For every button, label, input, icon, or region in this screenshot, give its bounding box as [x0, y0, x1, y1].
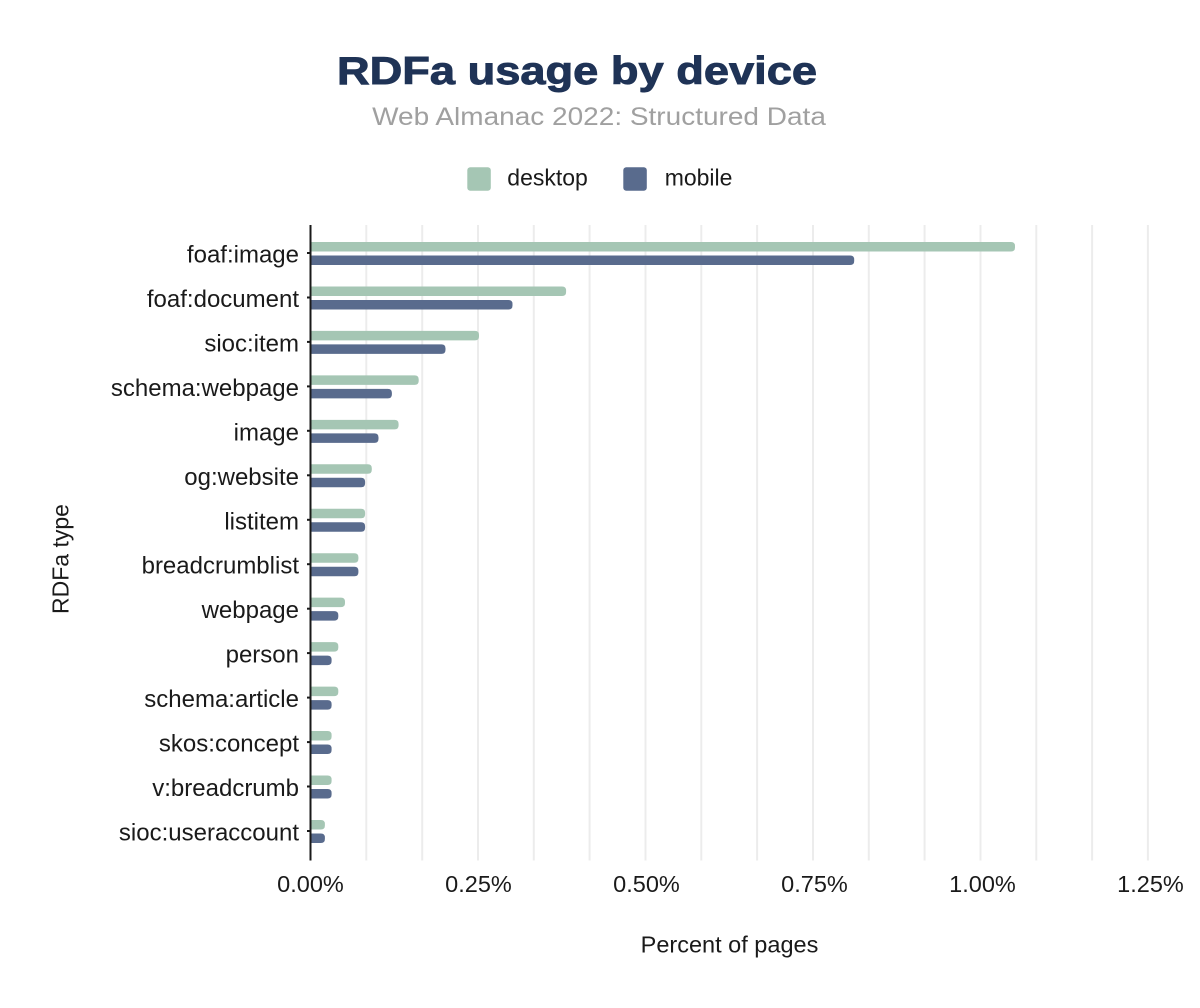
svg-text:og:website: og:website	[184, 464, 299, 491]
svg-text:0.50%: 0.50%	[613, 871, 680, 897]
svg-text:foaf:document: foaf:document	[147, 286, 299, 313]
svg-text:RDFa usage by device: RDFa usage by device	[337, 49, 817, 92]
svg-text:breadcrumblist: breadcrumblist	[142, 553, 300, 580]
svg-text:sioc:item: sioc:item	[204, 330, 299, 357]
svg-text:desktop: desktop	[507, 164, 588, 190]
svg-text:1.25%: 1.25%	[1117, 871, 1184, 897]
svg-text:0.75%: 0.75%	[781, 871, 848, 897]
svg-text:RDFa type: RDFa type	[48, 504, 74, 614]
svg-text:skos:concept: skos:concept	[159, 731, 299, 758]
svg-text:0.25%: 0.25%	[445, 871, 512, 897]
svg-text:webpage: webpage	[201, 597, 299, 624]
svg-text:image: image	[234, 419, 299, 446]
svg-text:v:breadcrumb: v:breadcrumb	[152, 775, 299, 802]
svg-text:1.00%: 1.00%	[949, 871, 1016, 897]
svg-text:person: person	[226, 642, 299, 669]
svg-text:foaf:image: foaf:image	[187, 242, 299, 269]
svg-text:Percent of pages: Percent of pages	[641, 932, 819, 958]
svg-text:0.00%: 0.00%	[277, 871, 344, 897]
svg-text:schema:webpage: schema:webpage	[111, 375, 299, 402]
svg-text:Web Almanac 2022: Structured D: Web Almanac 2022: Structured Data	[372, 102, 826, 130]
svg-text:mobile: mobile	[665, 164, 733, 190]
svg-text:listitem: listitem	[224, 508, 299, 535]
svg-text:sioc:useraccount: sioc:useraccount	[119, 820, 299, 847]
svg-text:schema:article: schema:article	[144, 686, 299, 713]
